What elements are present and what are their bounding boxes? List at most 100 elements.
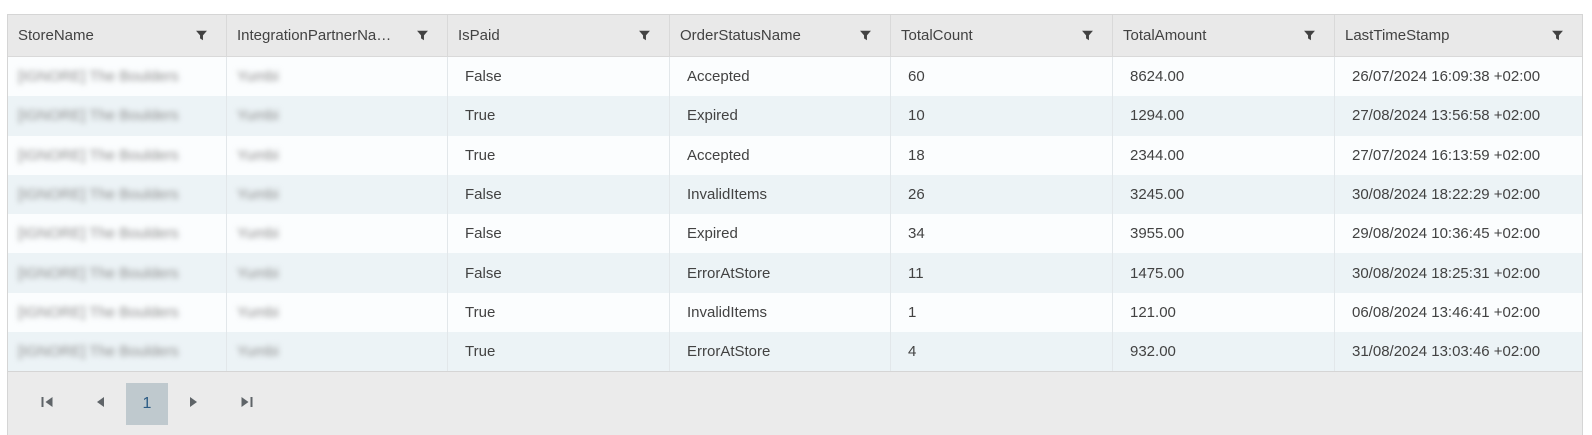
grid-cell: 3245.00 (1113, 174, 1335, 215)
cell-text: Yumbi (237, 225, 279, 243)
cell-text: True (465, 343, 496, 361)
cell-text: 1 (908, 303, 917, 321)
grid-cell: 27/08/2024 13:56:58 +02:00 (1335, 96, 1582, 135)
grid-cell: 18 (891, 135, 1113, 175)
cell-text: 27/08/2024 13:56:58 +02:00 (1352, 107, 1541, 125)
grid-cell: Accepted (670, 135, 891, 175)
page-number-button-selected[interactable]: 1 (126, 382, 168, 425)
grid-cell: InvalidItems (670, 174, 891, 215)
column-header-totalamount[interactable]: TotalAmount (1113, 15, 1335, 56)
table-row[interactable]: [IGNORE] The Boulders Yumbi True InvalidIte… (8, 292, 1582, 333)
filter-icon[interactable] (1551, 29, 1564, 42)
cell-text: True (465, 146, 496, 164)
grid-pager: 1 (8, 371, 1582, 435)
grid-cell: False (448, 214, 670, 254)
cell-text: 27/07/2024 16:13:59 +02:00 (1352, 146, 1541, 164)
cell-text: 121.00 (1130, 303, 1176, 321)
grid-cell: 3955.00 (1113, 214, 1335, 254)
cell-text: Yumbi (237, 146, 279, 164)
cell-text: Yumbi (237, 68, 279, 86)
cell-text: [IGNORE] The Boulders (18, 343, 179, 361)
grid-cell: Expired (670, 96, 891, 136)
filter-icon[interactable] (859, 29, 872, 42)
cell-text: Yumbi (237, 343, 279, 361)
grid-cell: [IGNORE] The Boulders (8, 253, 227, 293)
grid-cell: 1475.00 (1113, 253, 1335, 293)
grid-cell: 06/08/2024 13:46:41 +02:00 (1335, 293, 1582, 332)
filter-icon[interactable] (1081, 29, 1094, 42)
column-header-ispaid[interactable]: IsPaid (448, 15, 670, 56)
table-row[interactable]: [IGNORE] The Boulders Yumbi True Accepted 18… (8, 135, 1582, 175)
grid-cell: [IGNORE] The Boulders (8, 332, 227, 372)
table-row[interactable]: [IGNORE] The Boulders Yumbi True Expired 10 1… (8, 96, 1582, 136)
cell-text: False (465, 225, 502, 243)
previous-page-button[interactable] (84, 383, 118, 425)
filter-icon[interactable] (195, 29, 208, 42)
cell-text: False (465, 264, 502, 282)
grid-cell: 1 (891, 292, 1113, 333)
column-header-lasttimestamp[interactable]: LastTimeStamp (1335, 15, 1582, 56)
data-grid: StoreName IntegrationPartnerNa… IsPaid O… (7, 14, 1583, 435)
grid-cell: 30/08/2024 18:25:31 +02:00 (1335, 253, 1582, 292)
cell-text: ErrorAtStore (687, 264, 771, 282)
grid-cell: [IGNORE] The Boulders (8, 135, 227, 175)
cell-text: Accepted (687, 68, 750, 86)
grid-cell: 8624.00 (1113, 57, 1335, 97)
grid-cell: Yumbi (227, 332, 448, 372)
table-row[interactable]: [IGNORE] The Boulders Yumbi False ErrorAtSt… (8, 253, 1582, 293)
cell-text: Yumbi (237, 107, 279, 125)
column-header-storename[interactable]: StoreName (8, 15, 227, 56)
seek-first-icon (39, 394, 55, 413)
cell-text: 3245.00 (1130, 186, 1185, 204)
cell-text: 30/08/2024 18:22:29 +02:00 (1352, 186, 1541, 204)
cell-text: 26/07/2024 16:09:38 +02:00 (1352, 68, 1541, 86)
column-header-label: IntegrationPartnerNa… (237, 27, 392, 44)
cell-text: 10 (908, 107, 925, 125)
grid-cell: 60 (891, 57, 1113, 97)
cell-text: InvalidItems (687, 186, 768, 204)
grid-cell: [IGNORE] The Boulders (8, 292, 227, 333)
cell-text: [IGNORE] The Boulders (18, 107, 179, 125)
column-header-label: TotalCount (901, 27, 973, 44)
column-header-integrationpartnerna[interactable]: IntegrationPartnerNa… (227, 15, 448, 56)
grid-cell: 1294.00 (1113, 96, 1335, 136)
grid-cell: 932.00 (1113, 332, 1335, 372)
grid-cell: 2344.00 (1113, 135, 1335, 175)
cell-text: 26 (908, 186, 925, 204)
grid-cell: True (448, 292, 670, 333)
cell-text: [IGNORE] The Boulders (18, 186, 179, 204)
cell-text: 8624.00 (1130, 68, 1185, 86)
grid-cell: Yumbi (227, 57, 448, 97)
filter-icon[interactable] (1303, 29, 1316, 42)
filter-icon[interactable] (416, 29, 429, 42)
grid-cell: False (448, 57, 670, 97)
caret-left-icon (93, 394, 109, 413)
grid-cell: InvalidItems (670, 292, 891, 333)
cell-text: 3955.00 (1130, 225, 1185, 243)
cell-text: False (465, 186, 502, 204)
grid-cell: 26 (891, 174, 1113, 215)
filter-icon[interactable] (638, 29, 651, 42)
grid-cell: Yumbi (227, 96, 448, 136)
caret-right-icon (185, 394, 201, 413)
next-page-button[interactable] (176, 383, 210, 425)
column-header-totalcount[interactable]: TotalCount (891, 15, 1113, 56)
cell-text: [IGNORE] The Boulders (18, 146, 179, 164)
last-page-button[interactable] (230, 383, 264, 425)
grid-cell: 4 (891, 332, 1113, 372)
table-row[interactable]: [IGNORE] The Boulders Yumbi False Accepted 6… (8, 57, 1582, 97)
column-header-orderstatusname[interactable]: OrderStatusName (670, 15, 891, 56)
cell-text: False (465, 68, 502, 86)
grid-header-row: StoreName IntegrationPartnerNa… IsPaid O… (8, 15, 1582, 57)
table-row[interactable]: [IGNORE] The Boulders Yumbi False Expired 34… (8, 214, 1582, 254)
table-row[interactable]: [IGNORE] The Boulders Yumbi True ErrorAtSto… (8, 332, 1582, 372)
table-row[interactable]: [IGNORE] The Boulders Yumbi False InvalidIt… (8, 174, 1582, 215)
cell-text: 06/08/2024 13:46:41 +02:00 (1352, 303, 1541, 321)
column-header-label: LastTimeStamp (1345, 27, 1450, 44)
column-header-label: IsPaid (458, 27, 500, 44)
grid-cell: [IGNORE] The Boulders (8, 96, 227, 136)
first-page-button[interactable] (30, 383, 64, 425)
cell-text: Yumbi (237, 186, 279, 204)
grid-cell: Yumbi (227, 292, 448, 333)
